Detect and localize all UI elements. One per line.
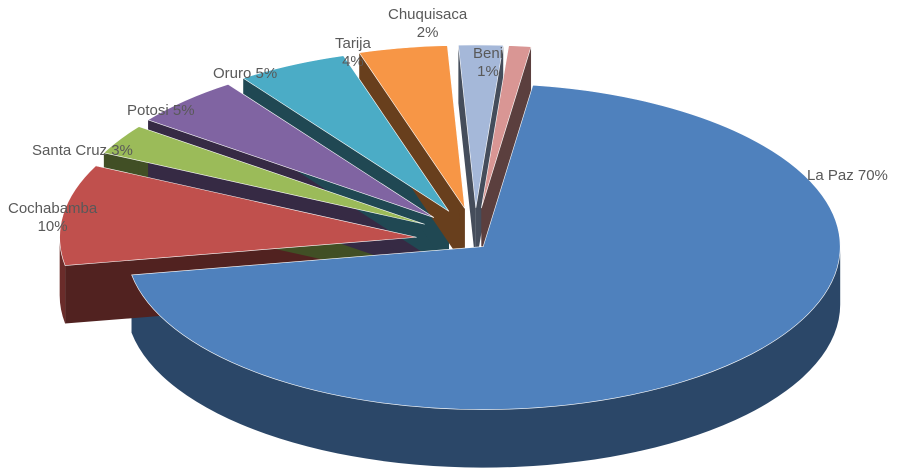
slice-label-la-paz: La Paz 70% [807,167,888,184]
slice-label-santa-cruz: Santa Cruz 3% [32,142,133,159]
slice-potosi [147,84,435,218]
slice-chuquisaca [458,44,504,208]
slice-la-paz [131,84,841,410]
slice-label-cochabamba: Cochabamba 10% [8,200,98,235]
slice-label-chuquisaca: Chuquisaca 2% [388,6,468,41]
slice-label-beni: Beni 1% [473,45,504,80]
slice-label-tarija: Tarija 4% [335,35,371,70]
slice-cochabamba [59,165,417,266]
slice-side-cochabamba [59,237,66,324]
slice-label-oruro: Oruro 5% [213,65,278,82]
slice-beni [481,45,532,209]
slice-wall-start-chuquisaca [458,45,476,266]
slice-oruro [242,55,450,212]
slice-tarija [358,45,466,209]
slice-side-la-paz [131,246,841,468]
slice-label-potosi: Potosi 5% [127,102,195,119]
slice-santa-cruz [103,126,425,225]
